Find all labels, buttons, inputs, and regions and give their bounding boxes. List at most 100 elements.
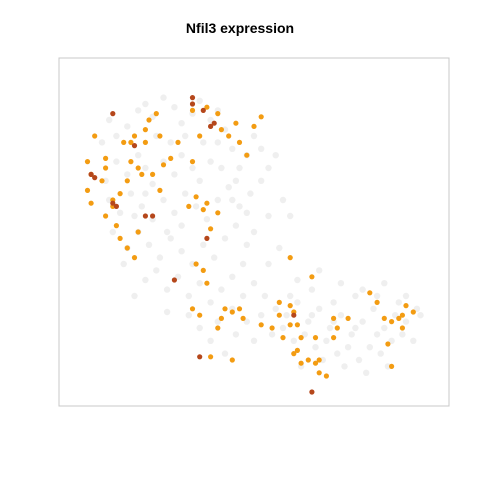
cell-point-none	[250, 337, 258, 344]
cell-point-low	[200, 267, 206, 273]
cell-point-none	[131, 292, 138, 300]
cell-point-low	[229, 357, 235, 363]
cell-point-low	[150, 171, 156, 177]
cell-point-none	[218, 286, 225, 293]
cell-point-none	[344, 344, 352, 351]
cell-point-none	[207, 337, 214, 344]
cell-point-none	[182, 132, 189, 140]
cell-point-none	[330, 299, 337, 306]
cell-point-none	[196, 280, 203, 287]
cell-point-none	[135, 107, 142, 114]
cell-point-low	[139, 171, 145, 177]
cell-point-low	[258, 114, 264, 120]
cell-point-none	[272, 305, 279, 312]
cell-point-none	[363, 369, 370, 376]
cell-point-none	[131, 212, 138, 220]
cell-point-none	[192, 203, 200, 210]
cell-point-none	[261, 292, 269, 300]
cell-point-high	[208, 123, 214, 129]
cell-point-low	[160, 162, 167, 168]
cell-point-none	[214, 139, 221, 146]
cell-point-high	[150, 213, 156, 219]
cell-point-none	[178, 152, 185, 159]
cell-point-low	[99, 178, 105, 184]
cell-point-none	[258, 177, 265, 184]
cell-point-none	[142, 190, 149, 197]
cell-point-low	[215, 210, 221, 216]
cell-point-none	[160, 196, 167, 204]
cell-point-none	[196, 177, 203, 184]
cell-point-none	[272, 152, 279, 159]
cell-point-none	[294, 276, 301, 284]
cell-point-none	[189, 164, 196, 172]
cell-point-none	[294, 299, 301, 306]
cell-point-high	[92, 175, 98, 181]
cell-point-low	[240, 315, 246, 321]
cell-point-none	[402, 318, 410, 325]
cell-point-none	[200, 139, 207, 146]
low-expression-layer	[84, 104, 416, 379]
cell-point-low	[168, 155, 174, 161]
cell-point-none	[381, 280, 388, 287]
cell-point-low	[345, 315, 351, 321]
cell-point-none	[182, 190, 189, 197]
cell-point-none	[258, 312, 265, 319]
cell-point-none	[113, 132, 120, 140]
cell-point-none	[352, 324, 359, 332]
cell-point-low	[208, 354, 214, 360]
cell-point-none	[279, 196, 287, 204]
cell-point-high	[110, 111, 116, 117]
cell-point-low	[233, 120, 239, 126]
cell-point-low	[215, 325, 221, 331]
cell-point-none	[265, 164, 272, 172]
cell-point-none	[410, 337, 417, 344]
cell-point-low	[153, 111, 159, 117]
cell-point-none	[109, 228, 117, 236]
cell-point-none	[373, 292, 381, 300]
cell-point-low	[410, 309, 416, 315]
cell-point-low	[287, 255, 293, 261]
cell-point-low	[309, 274, 315, 280]
cell-point-none	[120, 260, 127, 268]
cell-point-none	[156, 254, 164, 261]
cell-point-none	[366, 344, 373, 351]
cell-point-low	[117, 235, 123, 241]
cell-point-low	[197, 133, 203, 139]
cell-point-none	[229, 196, 236, 204]
cell-point-low	[276, 299, 282, 305]
cell-point-low	[204, 280, 210, 286]
cell-point-high	[291, 312, 297, 318]
cell-point-none	[359, 286, 366, 293]
cell-point-none	[323, 337, 330, 344]
cell-point-low	[175, 139, 181, 145]
cell-point-low	[157, 133, 163, 139]
cell-point-low	[157, 187, 163, 193]
cell-point-low	[316, 370, 322, 376]
cell-point-low	[280, 335, 286, 341]
cell-point-none	[200, 241, 207, 248]
cell-point-none	[359, 318, 366, 325]
cell-point-none	[290, 337, 297, 344]
cell-point-low	[229, 309, 235, 315]
cell-point-low	[323, 373, 329, 379]
cell-point-low	[236, 139, 243, 145]
cell-point-low	[193, 194, 199, 200]
cell-point-none	[124, 171, 131, 178]
cell-point-low	[113, 223, 119, 229]
cell-point-none	[312, 344, 319, 351]
cell-point-low	[215, 111, 221, 117]
cell-point-low	[389, 363, 395, 369]
cell-point-low	[305, 357, 311, 363]
cell-point-none	[279, 324, 287, 332]
cell-point-none	[178, 222, 185, 229]
cell-point-low	[84, 159, 91, 165]
cell-point-none	[247, 190, 254, 197]
cell-point-none	[402, 292, 410, 300]
cell-point-low	[103, 155, 109, 161]
cell-point-high	[189, 95, 196, 101]
cell-point-low	[189, 159, 196, 165]
cell-point-none	[207, 299, 214, 306]
cell-point-none	[171, 171, 178, 178]
cell-point-low	[131, 255, 138, 261]
cell-point-none	[250, 280, 258, 287]
